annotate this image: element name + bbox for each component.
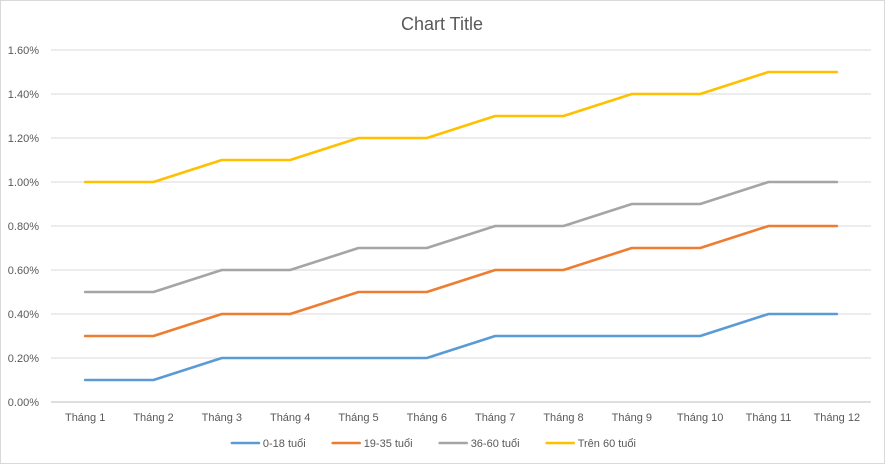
- y-tick-label: 1.00%: [8, 177, 39, 189]
- x-tick-label: Tháng 4: [270, 412, 310, 424]
- y-tick-label: 0.00%: [8, 397, 39, 409]
- x-tick-label: Tháng 11: [746, 412, 792, 424]
- x-tick-label: Tháng 9: [612, 412, 652, 424]
- series-line-4: [83, 70, 839, 184]
- series-line-3: [83, 180, 839, 294]
- y-tick-label: 0.20%: [8, 353, 39, 365]
- x-tick-label: Tháng 10: [677, 412, 723, 424]
- legend-label-3: 36-60 tuổi: [471, 438, 520, 450]
- chart-title: Chart Title: [401, 14, 483, 34]
- legend-label-1: 0-18 tuổi: [263, 438, 306, 450]
- legend-label-2: 19-35 tuổi: [364, 438, 413, 450]
- x-tick-label: Tháng 5: [338, 412, 378, 424]
- x-tick-label: Tháng 3: [202, 412, 242, 424]
- legend: 0-18 tuổi 19-35 tuổi 36-60 tuổi Trên 60 tuổ…: [230, 438, 636, 450]
- legend-label-4: Trên 60 tuổi: [578, 438, 636, 450]
- x-tick-label: Tháng 2: [133, 412, 173, 424]
- x-tick-label: Tháng 1: [65, 412, 105, 424]
- y-tick-label: 1.60%: [8, 45, 39, 57]
- series-line-2: [83, 224, 839, 338]
- x-tick-label: Tháng 12: [814, 412, 860, 424]
- x-tick-label: Tháng 8: [543, 412, 583, 424]
- series-lines: [83, 70, 839, 382]
- y-tick-label: 1.40%: [8, 89, 39, 101]
- x-tick-label: Tháng 7: [475, 412, 515, 424]
- y-tick-label: 0.40%: [8, 309, 39, 321]
- x-tick-label: Tháng 6: [407, 412, 447, 424]
- gridlines: [51, 49, 871, 403]
- y-tick-label: 0.60%: [8, 265, 39, 277]
- y-tick-label: 1.20%: [8, 133, 39, 145]
- series-line-1: [83, 312, 839, 382]
- x-axis-tick-labels: Tháng 1 Tháng 2 Tháng 3 Tháng 4 Tháng 5 Tháng…: [65, 412, 860, 424]
- y-axis-tick-labels: 0.00% 0.20% 0.40% 0.60% 0.80% 1.00% 1.20% 1.40%…: [8, 45, 39, 409]
- y-tick-label: 0.80%: [8, 221, 39, 233]
